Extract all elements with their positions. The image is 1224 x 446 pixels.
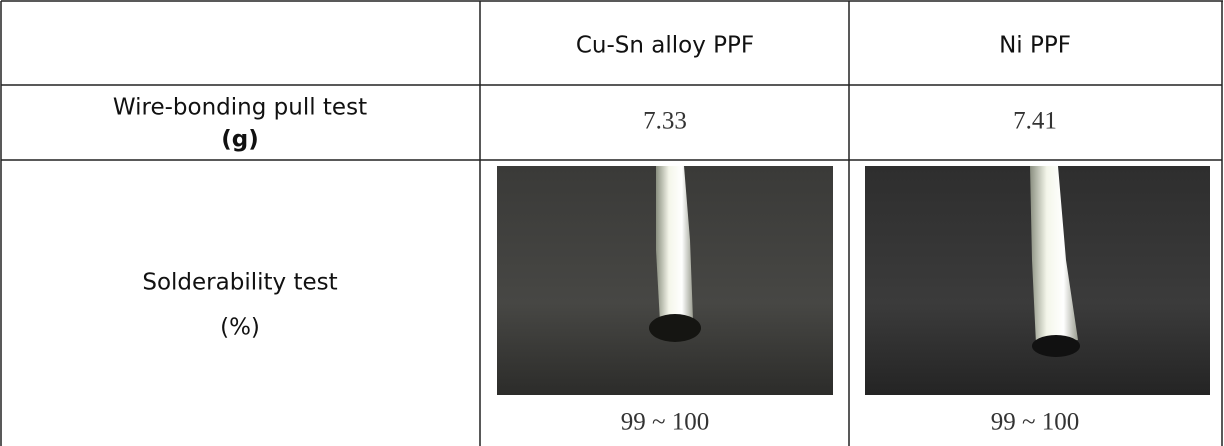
table: Cu-Sn alloy PPF Ni PPF Wire-bonding pull… [0, 0, 1224, 446]
header-cell: Cu-Sn alloy PPF [576, 33, 754, 59]
row-label: (%) [220, 315, 260, 341]
page: Cu-Sn alloy PPF Ni PPF Wire-bonding pull… [0, 0, 1224, 446]
cell-value: 99 ~ 100 [621, 409, 710, 436]
cell-value: 7.33 [643, 108, 687, 135]
cell-value: 7.41 [1013, 108, 1057, 135]
row-label: (g) [221, 127, 259, 153]
photo [497, 166, 833, 395]
cell-value: 99 ~ 100 [991, 409, 1080, 436]
photo [865, 166, 1210, 395]
row-label: Wire-bonding pull test [113, 95, 367, 121]
header-cell: Ni PPF [999, 33, 1071, 59]
row-label: Solderability test [142, 270, 337, 296]
